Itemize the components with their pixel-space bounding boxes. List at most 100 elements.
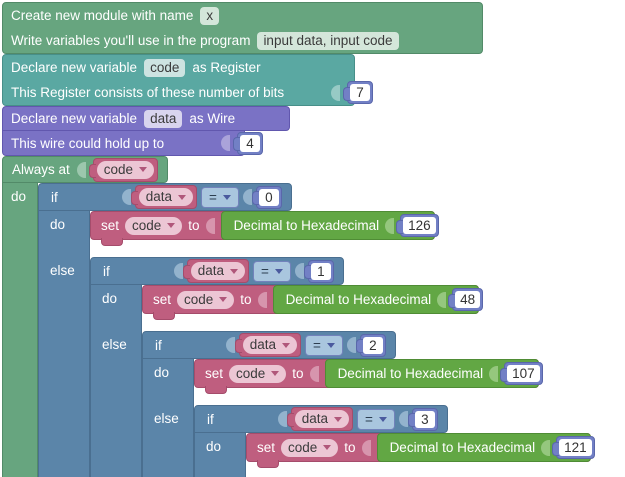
always-header: Always at code xyxy=(2,156,169,183)
condition-variable-dropdown-block[interactable]: data xyxy=(130,185,198,209)
wire-declare-block[interactable]: Declare new variable data as Wire This w… xyxy=(2,106,625,156)
set-variable-block[interactable]: set code to xyxy=(246,433,595,468)
comparison-operator-dropdown[interactable]: = xyxy=(201,186,239,208)
condition-variable-dropdown[interactable]: data xyxy=(138,188,194,206)
set-variable-block[interactable]: set code to Decimal to Hexade xyxy=(142,285,484,320)
wire-width-label: This wire could hold up to xyxy=(11,135,165,151)
condition-variable-dropdown[interactable]: data xyxy=(242,336,298,354)
operator-value: = xyxy=(365,411,373,427)
statement-spine xyxy=(142,359,194,477)
condition-variable-dropdown[interactable]: data xyxy=(190,262,246,280)
condition-variable-dropdown-block[interactable]: data xyxy=(234,333,302,357)
set-variable-dropdown[interactable]: code xyxy=(281,438,339,457)
value-socket xyxy=(121,189,131,205)
set-variable-value: code xyxy=(132,217,162,233)
condition-variable-value: data xyxy=(145,189,173,204)
if-body: do set code xyxy=(142,359,625,477)
variables-label: Write variables you'll use in the progra… xyxy=(11,33,251,48)
condition-variable-dropdown[interactable]: data xyxy=(294,410,350,428)
if-block[interactable]: if data xyxy=(194,405,625,477)
register-name-field[interactable]: code xyxy=(144,58,186,77)
condition-value-field[interactable]: 0 xyxy=(258,188,279,206)
decimal-to-hex-block[interactable]: Decimal to Hexadecimal 121 xyxy=(376,433,595,462)
comparison-operator-dropdown[interactable]: = xyxy=(305,334,343,356)
decimal-to-hex-block[interactable]: Decimal to Hexadecimal 107 xyxy=(324,359,543,388)
module-block[interactable]: Create new module with name x Write vari… xyxy=(2,2,483,54)
wire-width-number-block[interactable]: 4 xyxy=(233,131,263,155)
wire-name-field[interactable]: data xyxy=(144,109,183,128)
module-name-field[interactable]: x xyxy=(200,6,220,25)
condition-variable-dropdown-block[interactable]: data xyxy=(286,407,354,431)
if-label: if xyxy=(207,411,214,427)
set-variable-value: code xyxy=(184,291,214,307)
do-label: do xyxy=(154,365,170,380)
wire-width-number-field[interactable]: 4 xyxy=(240,134,260,152)
if-header: if data xyxy=(142,331,396,359)
set-label: set xyxy=(205,366,224,381)
function-value-block[interactable]: 126 xyxy=(396,214,439,237)
variables-field[interactable]: input data, input code xyxy=(257,31,399,50)
else-label: else xyxy=(50,263,75,278)
chevron-down-icon xyxy=(230,268,239,274)
operator-value: = xyxy=(261,263,269,279)
value-socket xyxy=(257,291,267,308)
to-label: to xyxy=(292,366,304,381)
comparison-operator-dropdown[interactable]: = xyxy=(357,408,395,430)
do-clause: do set code to xyxy=(102,285,625,320)
condition-value-block[interactable]: 0 xyxy=(251,185,282,209)
if-block[interactable]: if data xyxy=(142,331,625,477)
wire-declare-label: Declare new variable xyxy=(11,111,138,126)
function-value-block[interactable]: 121 xyxy=(552,436,595,459)
condition-value-field[interactable]: 1 xyxy=(310,262,331,280)
comparison-operator-dropdown[interactable]: = xyxy=(253,260,291,282)
condition-value-block[interactable]: 2 xyxy=(355,333,386,357)
else-label: else xyxy=(102,337,127,352)
function-value-block[interactable]: 107 xyxy=(500,362,543,385)
if-body: do set code to xyxy=(90,285,625,477)
condition-variable-dropdown-block[interactable]: data xyxy=(182,259,250,283)
always-block[interactable]: Always at code do if da xyxy=(2,156,625,477)
condition-variable-value: data xyxy=(301,411,329,426)
set-variable-dropdown[interactable]: code xyxy=(229,364,287,383)
if-block[interactable]: if data = 0 xyxy=(38,183,625,477)
chevron-down-icon xyxy=(167,223,176,228)
register-declare-block[interactable]: Declare new variable code as Register Th… xyxy=(2,54,373,106)
function-label: Decimal to Hexadecimal xyxy=(285,292,432,307)
function-value-field[interactable]: 48 xyxy=(455,291,481,308)
condition-value-block[interactable]: 1 xyxy=(303,259,334,283)
function-value-field[interactable]: 107 xyxy=(507,365,540,382)
set-variable-block[interactable]: set code to xyxy=(194,359,543,394)
set-variable-block[interactable]: set code to Decimal to Hexadecimal xyxy=(90,211,439,246)
to-label: to xyxy=(240,292,252,307)
set-variable-value: code xyxy=(288,439,318,455)
function-value-block[interactable]: 48 xyxy=(448,288,484,311)
bits-number-field[interactable]: 7 xyxy=(350,84,370,101)
signal-dropdown[interactable]: code xyxy=(96,160,155,179)
chevron-down-icon xyxy=(326,342,335,348)
value-socket xyxy=(346,337,356,353)
chevron-down-icon xyxy=(323,445,332,450)
signal-dropdown-value: code xyxy=(103,161,134,177)
value-socket xyxy=(398,411,408,427)
to-label: to xyxy=(188,218,200,233)
function-value-field[interactable]: 121 xyxy=(559,439,592,456)
function-value-field[interactable]: 126 xyxy=(403,217,436,234)
condition-value-block[interactable]: 3 xyxy=(407,407,438,431)
register-name-row: Declare new variable code as Register xyxy=(3,55,354,80)
condition-value-field[interactable]: 3 xyxy=(414,410,435,428)
module-variables-row: Write variables you'll use in the progra… xyxy=(3,28,482,53)
set-label: set xyxy=(101,218,120,233)
set-variable-dropdown[interactable]: code xyxy=(125,216,183,235)
set-label: set xyxy=(153,292,172,307)
decimal-to-hex-block[interactable]: Decimal to Hexadecimal 48 xyxy=(272,285,484,314)
signal-dropdown-block[interactable]: code xyxy=(88,157,159,182)
decimal-to-hex-block[interactable]: Decimal to Hexadecimal 126 xyxy=(220,211,439,240)
if-label: if xyxy=(103,263,110,279)
bits-number-block[interactable]: 7 xyxy=(343,81,373,104)
set-variable-dropdown[interactable]: code xyxy=(177,290,235,309)
condition-value-field[interactable]: 2 xyxy=(362,336,383,354)
if-block[interactable]: if data = xyxy=(90,257,625,477)
condition-variable-value: data xyxy=(197,263,225,278)
condition-variable-value: data xyxy=(249,337,277,352)
